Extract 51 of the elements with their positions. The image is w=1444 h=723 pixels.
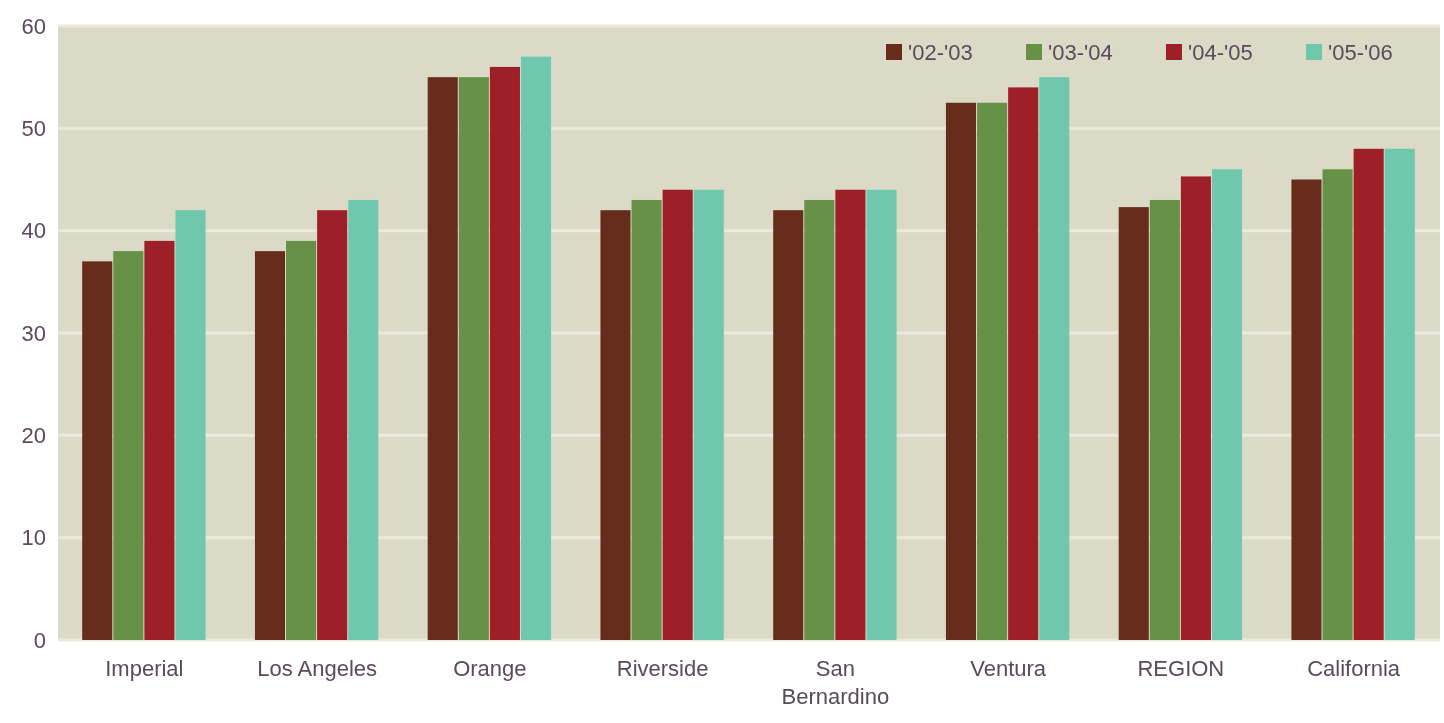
y-tick-label: 40 (21, 218, 46, 244)
bar (254, 251, 286, 640)
legend-label: '05-'06 (1328, 39, 1393, 65)
bar (1149, 199, 1180, 640)
x-tick-label: Riverside (616, 656, 709, 681)
x-tick-label: California (1307, 656, 1401, 681)
y-tick-label: 30 (21, 320, 46, 346)
bar (458, 77, 489, 640)
bar (113, 251, 144, 640)
x-tick-label: REGION (1137, 656, 1225, 681)
bar (1291, 179, 1322, 640)
bar (175, 210, 206, 640)
y-tick-label: 60 (21, 13, 46, 39)
bar (317, 210, 348, 640)
x-tick-label: Imperial (105, 656, 184, 681)
y-tick-label: 20 (21, 423, 46, 449)
bar (693, 189, 724, 640)
bar (977, 102, 1008, 640)
bar (1322, 169, 1353, 640)
x-tick-label: Orange (453, 656, 527, 681)
bar (144, 240, 175, 640)
bar (631, 199, 662, 640)
bar (1211, 169, 1243, 640)
x-tick-label: Los Angeles (257, 656, 378, 681)
y-tick-label: 0 (33, 627, 46, 653)
bar (1180, 176, 1211, 640)
bar (1008, 87, 1039, 640)
bar (82, 261, 113, 640)
bar (662, 189, 693, 640)
bar (286, 240, 317, 640)
legend-label: '02-'03 (908, 39, 973, 65)
y-tick-label: 50 (21, 116, 46, 142)
x-tick-label: San Bernardino (781, 656, 890, 709)
legend-label: '04-'05 (1188, 39, 1253, 65)
bar (427, 77, 458, 640)
bar (1353, 148, 1384, 640)
x-tick-label: Ventura (970, 656, 1047, 681)
bar (348, 199, 379, 640)
bar (489, 66, 520, 640)
y-tick-label: 10 (21, 525, 46, 551)
bar (600, 210, 631, 640)
bar (1039, 77, 1070, 640)
bar (520, 56, 552, 640)
legend-label: '03-'04 (1048, 39, 1113, 65)
bar (945, 102, 977, 640)
bar (866, 189, 897, 640)
bar (1384, 148, 1415, 640)
bar (804, 199, 835, 640)
bar (1118, 207, 1149, 640)
bar (835, 189, 866, 640)
bar (773, 210, 804, 640)
